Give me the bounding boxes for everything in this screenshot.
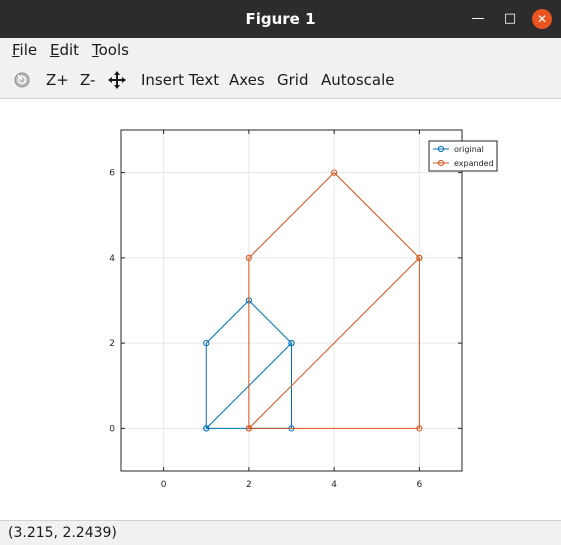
status-bar: (3.215, 2.2439) [0,520,561,545]
toolbar: Z+ Z- Insert Text Axes Grid Autoscale [0,62,561,99]
coordinate-readout: (3.215, 2.2439) [8,525,117,541]
window-title: Figure 1 [245,10,316,28]
tick-layer: 0 2 4 6 0 2 4 6 [109,130,462,490]
x-tick-label: 0 [161,480,167,490]
grid-button[interactable]: Grid [277,71,309,89]
axes-button[interactable]: Axes [229,71,265,89]
series-layer [203,169,423,432]
y-tick-label: 4 [109,254,115,264]
legend-label-expanded: expanded [454,159,494,168]
data-point-expanded [245,425,252,432]
maximize-icon[interactable]: □ [503,11,517,26]
series-line-expanded [248,171,420,430]
x-tick-label: 2 [246,480,252,490]
menu-edit[interactable]: Edit [50,41,80,59]
legend-marker-expanded [437,159,445,167]
data-point-original [288,340,295,347]
zoom-in-button[interactable]: Z+ [46,71,69,89]
autoscale-button[interactable]: Autoscale [321,71,395,89]
legend[interactable]: original expanded [428,140,498,172]
zoom-out-button[interactable]: Z- [80,71,96,89]
legend-label-original: original [454,145,484,154]
title-bar: Figure 1 — □ ✕ [0,0,561,38]
insert-text-button[interactable]: Insert Text [141,71,220,89]
pan-icon[interactable] [107,70,127,90]
plot-axes[interactable]: 0 2 4 6 0 2 4 6 original expanded [0,99,561,520]
menu-file[interactable]: File [12,41,38,59]
data-point-expanded [331,169,338,176]
y-tick-label: 2 [109,339,115,349]
data-point-expanded [416,425,423,432]
data-point-original [203,425,210,432]
y-tick-label: 0 [109,424,115,434]
rotate-icon[interactable] [12,70,32,90]
close-icon[interactable]: ✕ [532,9,552,29]
minimize-icon[interactable]: — [471,11,485,26]
y-tick-label: 6 [109,169,115,179]
data-point-expanded [416,254,423,261]
axes-box [120,129,463,472]
x-tick-label: 6 [417,480,423,490]
data-point-original [203,340,210,347]
legend-marker-original [437,145,445,153]
menu-bar: File Edit Tools [0,38,561,62]
menu-tools[interactable]: Tools [92,41,129,59]
x-tick-label: 4 [331,480,337,490]
data-point-expanded [245,254,252,261]
figure-canvas[interactable]: 0 2 4 6 0 2 4 6 original expanded [0,99,561,520]
